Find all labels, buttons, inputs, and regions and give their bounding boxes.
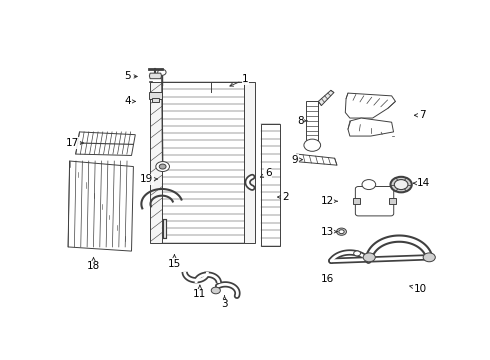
Polygon shape: [318, 90, 334, 105]
Bar: [306, 102, 318, 140]
Text: 3: 3: [221, 296, 228, 309]
Text: 17: 17: [66, 138, 83, 148]
Polygon shape: [297, 154, 337, 165]
Circle shape: [304, 139, 320, 151]
Polygon shape: [348, 118, 393, 136]
Text: 2: 2: [277, 192, 289, 202]
Circle shape: [362, 180, 376, 190]
Text: 18: 18: [87, 257, 100, 271]
Text: 5: 5: [124, 72, 137, 81]
Circle shape: [158, 69, 166, 75]
Text: 11: 11: [193, 285, 206, 299]
Text: 8: 8: [297, 116, 307, 126]
Circle shape: [159, 164, 166, 169]
Text: 7: 7: [415, 110, 425, 120]
Text: 16: 16: [320, 274, 334, 284]
Polygon shape: [75, 132, 135, 156]
Circle shape: [363, 253, 375, 262]
Text: 4: 4: [124, 96, 135, 107]
Text: 12: 12: [320, 196, 337, 206]
Bar: [353, 198, 360, 204]
Text: 9: 9: [292, 155, 302, 165]
Polygon shape: [68, 161, 133, 251]
Circle shape: [391, 177, 412, 192]
FancyBboxPatch shape: [355, 186, 394, 216]
Circle shape: [394, 180, 408, 190]
Bar: [148, 92, 162, 99]
Polygon shape: [345, 93, 395, 118]
Bar: [150, 82, 162, 243]
Text: 15: 15: [168, 255, 181, 269]
Text: 14: 14: [414, 178, 431, 188]
Text: 1: 1: [230, 74, 249, 86]
Bar: [244, 82, 255, 243]
Text: 13: 13: [320, 227, 337, 237]
Bar: [151, 98, 159, 102]
Circle shape: [156, 162, 170, 172]
Bar: [389, 198, 396, 204]
Bar: [261, 123, 280, 246]
Text: 10: 10: [410, 284, 427, 293]
Bar: [162, 82, 244, 243]
Circle shape: [337, 228, 346, 235]
Circle shape: [339, 230, 344, 234]
Circle shape: [423, 253, 435, 262]
Circle shape: [211, 287, 220, 294]
Text: 6: 6: [260, 168, 271, 179]
Circle shape: [354, 251, 361, 256]
Polygon shape: [149, 73, 162, 79]
Text: 19: 19: [140, 174, 157, 184]
